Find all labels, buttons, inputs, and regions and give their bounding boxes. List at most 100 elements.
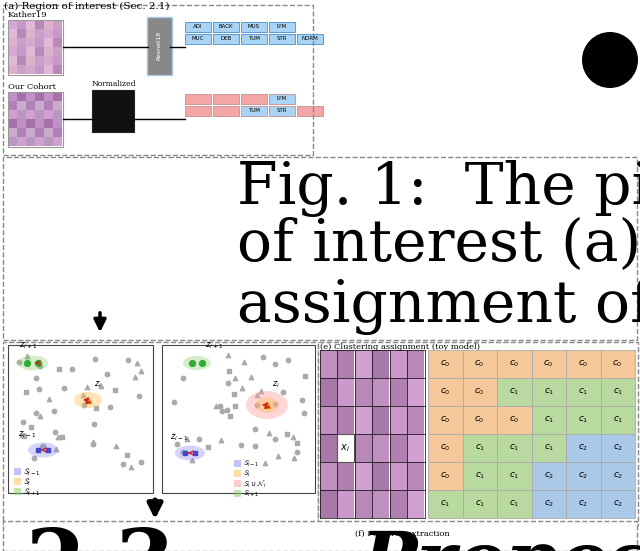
Bar [17, 65, 26, 74]
Bar [355, 462, 372, 490]
Text: DEB: DEB [220, 36, 232, 41]
Text: $c_2$: $c_2$ [543, 499, 554, 509]
Point [17, 430, 27, 439]
Bar [44, 47, 53, 56]
Point [111, 441, 121, 450]
Bar [497, 434, 531, 462]
Point [246, 373, 257, 382]
Point [123, 356, 133, 365]
Ellipse shape [183, 356, 211, 370]
Text: $x_i$: $x_i$ [340, 442, 350, 454]
Bar [372, 378, 389, 406]
Bar [53, 65, 62, 74]
Point [92, 404, 102, 413]
Text: $\mathcal{S}_i$: $\mathcal{S}_i$ [23, 476, 31, 488]
Point [172, 440, 182, 449]
Point [53, 433, 63, 442]
Point [182, 435, 192, 444]
Bar [35, 29, 44, 38]
Bar [53, 20, 62, 29]
Bar [44, 65, 53, 74]
FancyBboxPatch shape [185, 94, 211, 104]
Point [122, 451, 132, 460]
Bar [531, 350, 566, 378]
Text: $c_2$: $c_2$ [578, 499, 588, 509]
Text: $c_1$: $c_1$ [474, 471, 485, 481]
Bar [566, 350, 600, 378]
Circle shape [582, 32, 638, 88]
Text: $c_1$: $c_1$ [509, 499, 520, 509]
Text: $z_{i+1}$: $z_{i+1}$ [19, 341, 37, 351]
Bar [407, 378, 424, 406]
Bar [44, 137, 53, 146]
Point [236, 441, 246, 450]
Bar [35, 128, 44, 137]
Text: $\mathcal{S}_{i+1}$: $\mathcal{S}_{i+1}$ [23, 486, 41, 498]
Text: $c_1$: $c_1$ [543, 443, 554, 453]
Text: $z_i$: $z_i$ [272, 380, 280, 390]
FancyBboxPatch shape [269, 34, 295, 44]
Text: $c_0$: $c_0$ [509, 415, 520, 425]
Point [33, 359, 43, 368]
Bar [162, 345, 315, 493]
Point [110, 386, 120, 395]
Text: Resnet18: Resnet18 [157, 31, 161, 60]
Point [260, 459, 270, 468]
Point [296, 395, 307, 404]
Text: $c_2$: $c_2$ [578, 443, 588, 453]
Bar [407, 434, 424, 462]
Bar [355, 406, 372, 434]
FancyBboxPatch shape [212, 34, 239, 44]
Text: LYM: LYM [277, 24, 287, 30]
Text: $c_1$: $c_1$ [509, 471, 520, 481]
Bar [320, 462, 337, 490]
Bar [372, 406, 389, 434]
Bar [44, 92, 53, 101]
Bar [35, 38, 44, 47]
Bar [26, 29, 35, 38]
Point [239, 357, 249, 366]
Bar [17, 47, 26, 56]
Text: Our Cohort: Our Cohort [8, 83, 56, 91]
Bar [600, 434, 635, 462]
Point [250, 442, 260, 451]
Text: $c_1$: $c_1$ [612, 387, 623, 397]
Point [106, 402, 116, 411]
Bar [8, 92, 17, 101]
Text: (f) Features extraction: (f) Features extraction [355, 530, 450, 538]
Bar [8, 56, 17, 65]
Point [292, 448, 302, 457]
Bar [17, 92, 26, 101]
Text: $\mathcal{S}_i$: $\mathcal{S}_i$ [243, 469, 251, 479]
Text: 2.3: 2.3 [25, 525, 175, 551]
Text: $c_1$: $c_1$ [440, 499, 451, 509]
Bar [14, 478, 21, 485]
Point [29, 453, 39, 462]
Point [49, 407, 59, 415]
Point [190, 449, 200, 457]
Bar [337, 462, 354, 490]
Point [211, 402, 221, 410]
Bar [566, 490, 600, 518]
Bar [234, 490, 241, 497]
Bar [428, 462, 463, 490]
Point [136, 366, 146, 375]
Text: $c_1$: $c_1$ [543, 387, 554, 397]
Text: STR: STR [276, 109, 287, 114]
Text: $\mathcal{S}_{i-1}$: $\mathcal{S}_{i-1}$ [23, 466, 41, 478]
FancyBboxPatch shape [3, 342, 318, 525]
FancyBboxPatch shape [297, 34, 323, 44]
Point [88, 438, 99, 447]
Bar [337, 350, 354, 378]
Point [88, 419, 99, 428]
Point [204, 442, 214, 451]
Text: MUS: MUS [248, 24, 260, 30]
Bar [53, 119, 62, 128]
Point [237, 384, 248, 393]
Bar [44, 56, 53, 65]
Point [282, 356, 292, 365]
Bar [497, 462, 531, 490]
Bar [566, 462, 600, 490]
FancyBboxPatch shape [147, 17, 172, 74]
Point [178, 447, 188, 456]
